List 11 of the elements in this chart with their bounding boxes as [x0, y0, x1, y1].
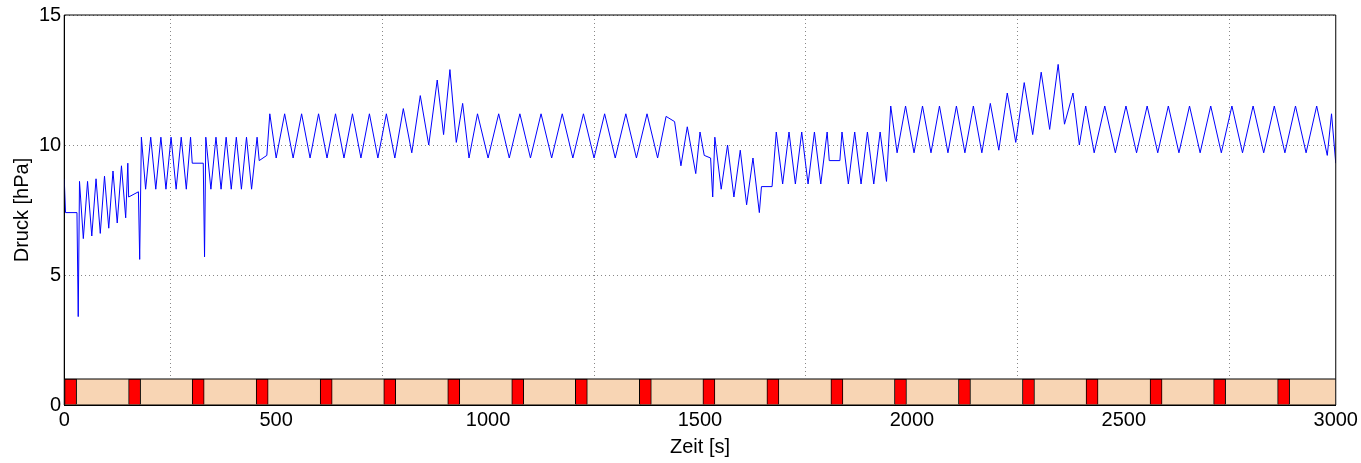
y-tick-label: 15	[39, 2, 62, 25]
y-tick-label: 10	[39, 132, 62, 155]
x-tick-label: 500	[259, 407, 293, 430]
x-tick-label: 1500	[677, 407, 723, 430]
y-tick-label: 5	[50, 262, 62, 285]
x-tick-label: 2500	[1101, 407, 1147, 430]
x-tick-label: 2000	[889, 407, 935, 430]
x-tick-label: 1000	[465, 407, 511, 430]
x-tick-label: 3000	[1313, 407, 1358, 430]
x-axis-title: Zeit [s]	[669, 434, 731, 457]
y-axis-title: Druck [hPa]	[9, 157, 32, 263]
